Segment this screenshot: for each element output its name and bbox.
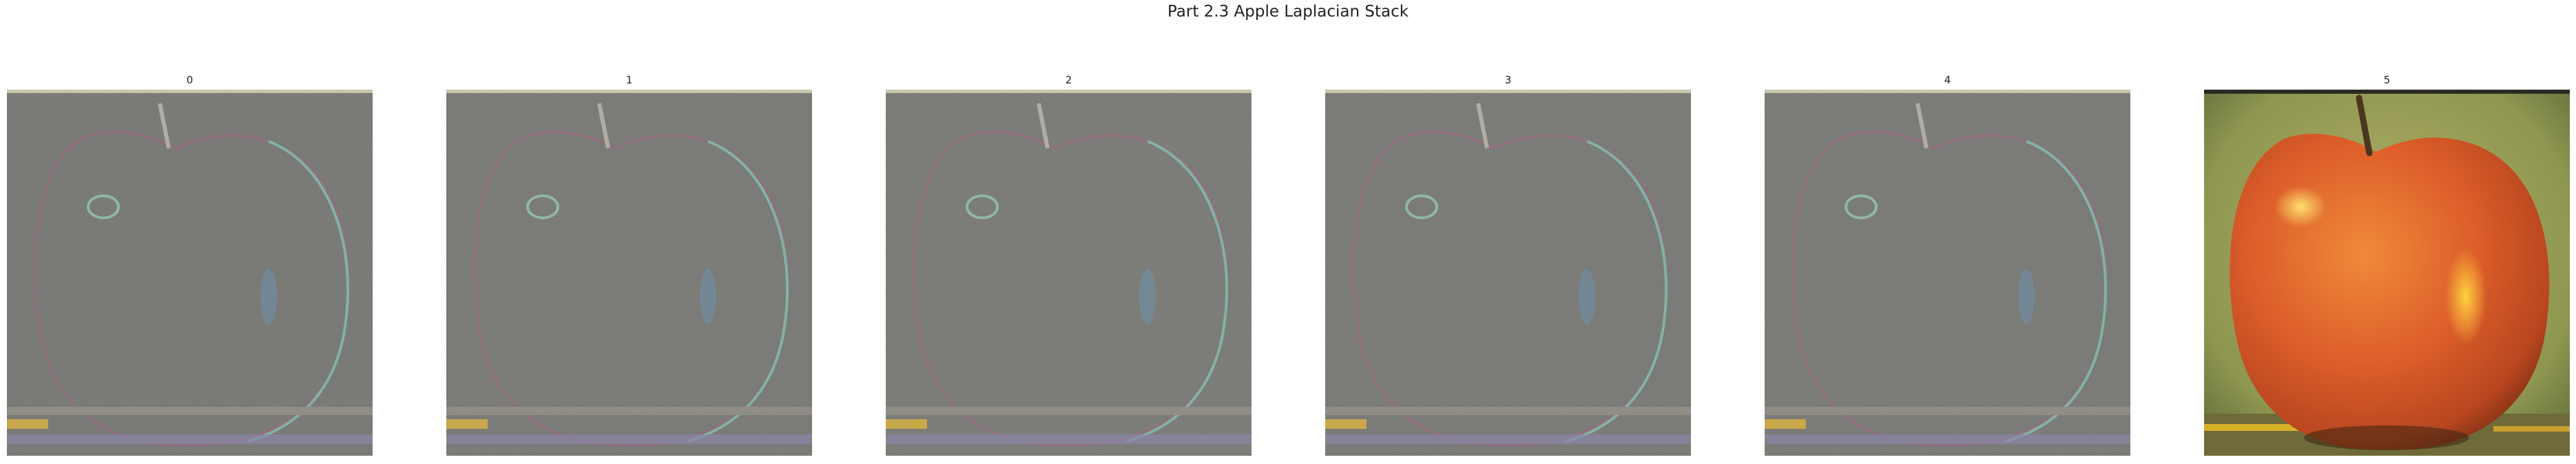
laplacian-image (1325, 90, 1691, 456)
figure-title: Part 2.3 Apple Laplacian Stack (1167, 3, 1409, 21)
laplacian-image (886, 90, 1251, 456)
panel-label: 4 (1944, 74, 1951, 86)
panel-level-3: 3 (1325, 73, 1691, 456)
panel-label: 2 (1065, 74, 1072, 86)
panel-level-1: 1 (446, 73, 812, 456)
panel-level-2: 2 (886, 73, 1251, 456)
panel-label: 3 (1504, 74, 1512, 86)
apple-color-image (2204, 90, 2570, 456)
panel-level-0: 0 (7, 73, 373, 456)
panel-level-5: 5 (2204, 73, 2570, 456)
laplacian-image (1765, 90, 2130, 456)
panel-label: 1 (625, 74, 633, 86)
laplacian-image (446, 90, 812, 456)
panel-level-4: 4 (1765, 73, 2130, 456)
panel-label: 0 (186, 74, 194, 86)
laplacian-image (7, 90, 373, 456)
panel-label: 5 (2383, 74, 2391, 86)
